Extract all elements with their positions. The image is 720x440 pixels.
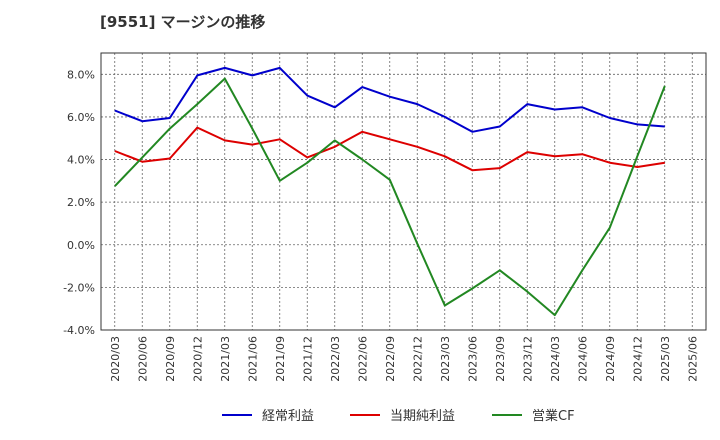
- series-lines: [114, 66, 666, 317]
- x-tick-label: 2021/09: [274, 336, 287, 382]
- x-tick-label: 2022/06: [356, 336, 369, 382]
- x-tick-label: 2023/03: [439, 336, 452, 382]
- legend: 経常利益 当期純利益 営業CF: [222, 408, 575, 424]
- x-tick-label: 2024/03: [549, 336, 562, 382]
- x-tick-label: 2020/09: [164, 336, 177, 382]
- x-tick-label: 2024/06: [576, 336, 589, 382]
- x-tick-label: 2020/12: [191, 336, 204, 382]
- x-tick-label: 2025/06: [686, 336, 699, 382]
- y-tick-label: 2.0%: [67, 196, 95, 209]
- legend-label-1: 経常利益: [262, 409, 314, 424]
- x-tick-label: 2023/06: [466, 336, 479, 382]
- x-tick-label: 2022/12: [411, 336, 424, 382]
- x-tick-label: 2021/03: [219, 336, 232, 382]
- y-axis-ticks: -4.0% -2.0% 0.0% 2.0% 4.0% 6.0% 8.0%: [63, 68, 95, 337]
- legend-label-3: 営業CF: [532, 408, 575, 424]
- x-tick-label: 2024/12: [631, 336, 644, 382]
- y-tick-label: -2.0%: [63, 281, 95, 294]
- x-tick-label: 2022/09: [384, 336, 397, 382]
- y-tick-label: 0.0%: [67, 239, 95, 252]
- y-tick-label: 6.0%: [67, 111, 95, 124]
- chart-title: [9551] マージンの推移: [100, 13, 265, 31]
- x-tick-label: 2025/03: [659, 336, 672, 382]
- x-axis-ticks: 2020/03 2020/06 2020/09 2020/12 2021/03 2021/…: [109, 336, 700, 382]
- y-tick-label: 8.0%: [67, 68, 95, 81]
- x-tick-label: 2024/09: [604, 336, 617, 382]
- x-tick-label: 2020/06: [136, 336, 149, 382]
- x-tick-label: 2021/06: [246, 336, 259, 382]
- x-tick-label: 2021/12: [301, 336, 314, 382]
- y-tick-label: 4.0%: [67, 154, 95, 167]
- series-line-2: [114, 126, 665, 172]
- series-line-3: [114, 77, 666, 317]
- series-line-1: [114, 66, 665, 133]
- y-tick-label: -4.0%: [63, 324, 95, 337]
- x-tick-label: 2022/03: [329, 336, 342, 382]
- grid: [101, 53, 706, 331]
- legend-label-2: 当期純利益: [390, 409, 455, 424]
- x-tick-label: 2023/09: [494, 336, 507, 382]
- x-tick-label: 2023/12: [521, 336, 534, 382]
- x-tick-label: 2020/03: [109, 336, 122, 382]
- plot-frame: [100, 52, 707, 331]
